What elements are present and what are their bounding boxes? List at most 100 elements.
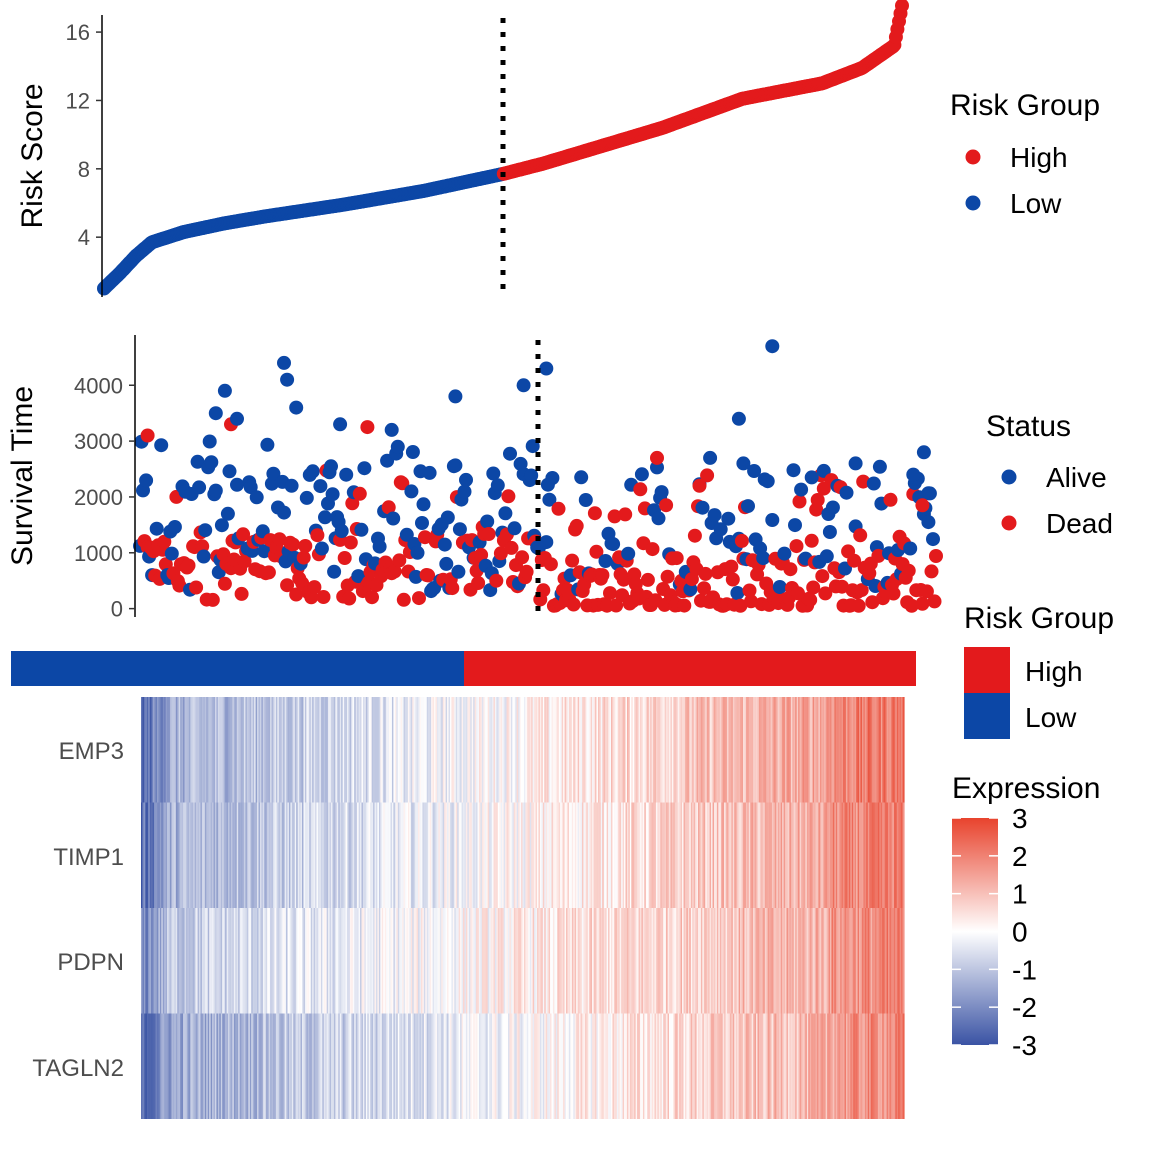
heatmap-cell xyxy=(603,697,606,803)
heatmap-cell xyxy=(474,802,477,908)
heatmap-cell xyxy=(426,697,429,803)
heatmap-cell xyxy=(518,697,521,803)
heatmap-cell xyxy=(265,802,268,908)
heatmap-cell xyxy=(764,802,767,908)
heatmap-cell xyxy=(452,1013,455,1119)
heatmap-cell xyxy=(387,697,390,803)
heatmap-cell xyxy=(851,1013,854,1119)
heatmap-cell xyxy=(666,802,669,908)
heatmap-cell xyxy=(841,697,844,803)
heatmap-cell xyxy=(876,802,879,908)
heatmap-cell xyxy=(449,1013,453,1119)
heatmap-cell xyxy=(574,908,577,1014)
survival-point xyxy=(695,500,710,515)
heatmap-cell xyxy=(384,697,387,803)
heatmap-cell xyxy=(465,1013,468,1119)
heatmap-cell xyxy=(497,908,500,1014)
survival-point xyxy=(616,572,631,587)
heatmap-cell xyxy=(300,802,303,908)
heatmap-cell xyxy=(854,908,857,1014)
heatmap-cell xyxy=(529,1013,532,1119)
heatmap-cell xyxy=(161,908,164,1014)
heatmap-cell xyxy=(732,697,735,803)
heatmap-cell xyxy=(557,908,560,1014)
survival-point xyxy=(825,500,840,515)
heatmap-cell xyxy=(814,1013,817,1119)
heatmap-cell xyxy=(322,802,325,908)
heatmap-cell xyxy=(335,908,338,1014)
heatmap-cell xyxy=(371,802,374,908)
heatmap-cell xyxy=(283,697,286,803)
heatmap-cell xyxy=(692,1013,695,1119)
heatmap-cell xyxy=(455,697,458,803)
heatmap-cell xyxy=(660,802,663,908)
heatmap-cell xyxy=(869,908,872,1014)
heatmap-cell xyxy=(489,697,492,803)
survival-point xyxy=(698,566,713,581)
heatmap-cell xyxy=(261,908,264,1014)
heatmap-cell xyxy=(874,1013,878,1119)
heatmap-cell xyxy=(518,802,521,908)
survival-point xyxy=(915,596,930,611)
heatmap-cell xyxy=(419,1013,422,1119)
heatmap-cell xyxy=(563,1013,566,1119)
heatmap-cell xyxy=(164,697,167,803)
heatmap-cell xyxy=(560,908,563,1014)
heatmap-cell xyxy=(787,1013,790,1119)
heatmap-cell xyxy=(188,697,191,803)
heatmap-cell xyxy=(454,1013,457,1119)
heatmap-cell xyxy=(834,908,837,1014)
heatmap-cell xyxy=(580,697,583,803)
heatmap-cell xyxy=(573,1013,576,1119)
survival-point xyxy=(381,500,396,515)
survival-point xyxy=(587,506,602,521)
survival-point xyxy=(744,594,758,609)
heatmap-cell xyxy=(323,802,326,908)
heatmap-cell xyxy=(612,1013,615,1119)
heatmap-cell xyxy=(185,1013,189,1119)
heatmap-cell xyxy=(273,1013,276,1119)
heatmap-cell xyxy=(373,1013,376,1119)
heatmap-cell xyxy=(715,802,718,908)
heatmap-cell xyxy=(338,908,341,1014)
heatmap-cell xyxy=(537,908,540,1014)
gene-label-timp1: TIMP1 xyxy=(53,844,124,871)
heatmap-cell xyxy=(362,697,365,803)
heatmap-cell xyxy=(267,1013,270,1119)
heatmap-cell xyxy=(622,697,625,803)
heatmap-cell xyxy=(745,1013,748,1119)
heatmap-cell xyxy=(394,1013,397,1119)
heatmap-cell xyxy=(613,908,616,1014)
heatmap-cell xyxy=(880,908,883,1014)
heatmap-cell xyxy=(149,697,152,803)
survival-point xyxy=(202,434,217,449)
heatmap-cell xyxy=(502,697,505,803)
legend-dead-marker xyxy=(1001,515,1017,531)
heatmap-cell xyxy=(522,908,525,1014)
heatmap-cell xyxy=(806,908,809,1014)
heatmap-cell xyxy=(483,908,486,1014)
heatmap-cell xyxy=(626,802,629,908)
heatmap-cell xyxy=(882,802,885,908)
heatmap-cell xyxy=(222,697,225,803)
heatmap-cell xyxy=(207,802,210,908)
heatmap-cell xyxy=(580,802,583,908)
heatmap-cell xyxy=(325,1013,328,1119)
heatmap-cell xyxy=(416,697,419,803)
heatmap-cell xyxy=(233,802,236,908)
heatmap-cell xyxy=(650,1013,653,1119)
heatmap-cell xyxy=(373,908,376,1014)
heatmap-cell xyxy=(696,697,699,803)
survival-point xyxy=(677,598,692,613)
heatmap-cell xyxy=(523,1013,526,1119)
heatmap-cell xyxy=(217,1013,220,1119)
heatmap-cell xyxy=(708,1013,711,1119)
heatmap-cell xyxy=(489,802,492,908)
heatmap-cell xyxy=(194,697,197,803)
heatmap-cell xyxy=(454,697,457,803)
heatmap-cell xyxy=(386,1013,389,1119)
survival-point xyxy=(791,586,805,601)
heatmap-cell xyxy=(744,908,747,1014)
heatmap-cell xyxy=(209,802,212,908)
heatmap-cell xyxy=(262,1013,265,1119)
